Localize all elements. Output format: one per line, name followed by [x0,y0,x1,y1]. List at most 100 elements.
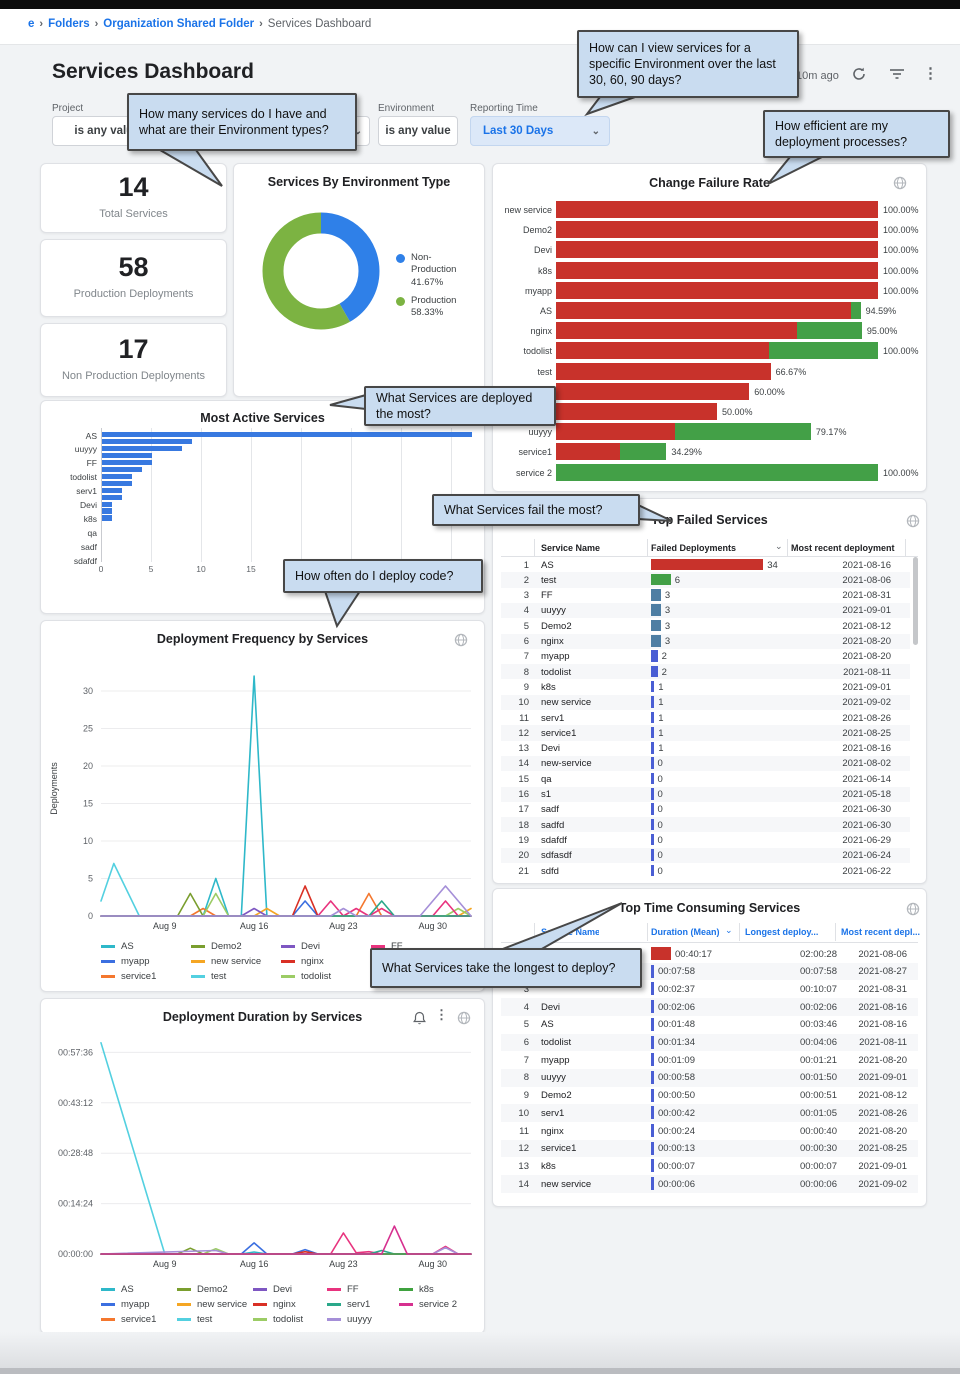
breadcrumb-link[interactable]: e [28,18,35,30]
legend-item[interactable]: Devi [253,1284,292,1295]
bar[interactable] [102,452,152,459]
legend-item[interactable]: Devi [281,941,320,952]
table-row[interactable]: 20 sdfasdf 0 2021-06-24 [501,847,910,863]
bar[interactable] [102,459,152,465]
table-row[interactable]: 6 todolist 00:01:34 00:04:06 2021-08-11 [501,1033,918,1052]
environment-filter[interactable]: is any value [378,116,458,146]
sort-chevron-icon[interactable]: ⌄ [775,541,783,551]
legend-item[interactable]: new service [191,956,261,967]
bar[interactable] [102,432,472,438]
table-row[interactable]: 14 new-service 0 2021-08-02 [501,755,910,772]
legend-item[interactable]: AS [101,1284,134,1295]
legend-item[interactable]: myapp [101,956,150,967]
table-row[interactable]: 9 k8s 1 2021-09-01 [501,679,910,694]
failed-bar-segment[interactable] [556,302,851,319]
table-row[interactable]: 19 sdafdf 0 2021-06-29 [501,832,910,847]
column-header-recent[interactable]: Most recent depl... [841,927,921,937]
column-header-service[interactable]: Service Name [541,543,601,553]
frequency-line-chart[interactable]: 0 5 10 15 20 25 30 Aug 9 Aug 16 Aug 23 Aug 30 Deplo… [41,621,484,936]
bar[interactable] [102,438,192,445]
table-row[interactable]: 3 FF 3 2021-08-31 [501,588,910,603]
globe-icon[interactable] [457,1011,471,1025]
column-header-longest[interactable]: Longest deploy... [745,927,819,937]
table-row[interactable]: 1 AS 34 2021-08-16 [501,557,910,572]
table-row[interactable]: 3 00:02:37 00:10:07 2021-08-31 [501,980,918,998]
legend-item[interactable]: myapp [101,1299,150,1310]
success-bar-segment[interactable] [796,322,862,340]
legend-item[interactable]: test [191,971,226,982]
table-row[interactable]: 5 AS 00:01:48 00:03:46 2021-08-16 [501,1016,918,1034]
table-row[interactable]: 4 uuyyy 3 2021-09-01 [501,602,910,619]
legend-item[interactable]: service1 [101,1314,156,1325]
table-row[interactable]: 13 k8s 00:00:07 00:00:07 2021-09-01 [501,1157,918,1175]
legend-item[interactable]: FF [327,1284,359,1295]
breadcrumb-link-folders[interactable]: Folders [48,18,90,30]
table-row[interactable]: 10 serv1 00:00:42 00:01:05 2021-08-26 [501,1104,918,1122]
kpi-non-production-deployments[interactable]: 17 Non Production Deployments [40,323,227,397]
kpi-total-services[interactable]: 14 Total Services [40,163,227,233]
table-row[interactable]: 12 service1 00:00:13 00:00:30 2021-08-25 [501,1139,918,1158]
duration-line-chart[interactable]: 00:00:00 00:14:24 00:28:48 00:43:12 00:57:36… [41,999,484,1277]
kpi-production-deployments[interactable]: 58 Production Deployments [40,239,227,317]
table-row[interactable]: 13 Devi 1 2021-08-16 [501,741,910,756]
table-row[interactable]: 8 uuyyy 00:00:58 00:01:50 2021-09-01 [501,1068,918,1087]
bar[interactable] [102,508,112,514]
success-bar-segment[interactable] [850,302,861,319]
success-bar-segment[interactable] [768,342,878,360]
globe-icon[interactable] [906,514,920,528]
legend-item[interactable]: Demo2 [177,1284,228,1295]
failed-bar-segment[interactable] [556,241,878,259]
failed-bar-segment[interactable] [556,362,771,380]
failed-bar-segment[interactable] [556,443,621,461]
breadcrumb-link-org-folder[interactable]: Organization Shared Folder [103,18,255,30]
failed-bar-segment[interactable] [556,201,878,218]
legend-item[interactable]: serv1 [327,1299,370,1310]
legend-item[interactable]: Demo2 [191,941,242,952]
column-header-service[interactable]: Service Name [541,927,599,937]
reporting-time-filter[interactable]: Last 30 Days ⌄ [470,116,610,146]
failed-bar-segment[interactable] [556,342,769,360]
sort-chevron-icon[interactable]: ⌄ [725,925,733,935]
bar[interactable] [102,445,182,452]
filter-icon[interactable] [889,68,905,80]
table-row[interactable]: 11 nginx 00:00:24 00:00:40 2021-08-20 [501,1122,918,1140]
bar[interactable] [102,473,132,479]
table-row[interactable]: 4 Devi 00:02:06 00:02:06 2021-08-16 [501,998,918,1016]
failed-bar-segment[interactable] [556,322,797,340]
failed-bar-segment[interactable] [556,403,717,420]
table-row[interactable]: 15 qa 0 2021-06-14 [501,771,910,786]
bar[interactable] [102,494,122,500]
refresh-icon[interactable] [851,66,867,82]
scrollbar-thumb[interactable] [913,557,918,645]
legend-item[interactable]: new service [177,1299,247,1310]
table-row[interactable]: 2 test 6 2021-08-06 [501,572,910,588]
failed-services-table[interactable]: Service Name Failed Deployments ⌄ Most rece… [493,499,926,883]
failed-bar-segment[interactable] [556,221,878,239]
kebab-menu-icon[interactable]: ⋮ [435,1007,448,1022]
legend-item[interactable]: service1 [101,971,156,982]
legend-item[interactable]: test [177,1314,212,1325]
legend-item[interactable]: service 2 [399,1299,457,1310]
failed-bar-segment[interactable] [556,261,878,279]
table-row[interactable]: 10 new service 1 2021-09-02 [501,694,910,710]
more-menu-icon[interactable]: ⋮ [923,65,938,82]
column-header-recent[interactable]: Most recent deployment [791,543,895,553]
table-row[interactable]: 21 sdfd 0 2021-06-22 [501,863,910,878]
success-bar-segment[interactable] [620,443,667,461]
table-row[interactable]: 11 serv1 1 2021-08-26 [501,710,910,725]
globe-icon[interactable] [454,633,468,647]
legend-item[interactable]: todolist [253,1314,303,1325]
table-row[interactable]: 16 s1 0 2021-05-18 [501,786,910,802]
failed-bar-segment[interactable] [556,423,676,441]
donut-chart[interactable] [256,206,386,336]
table-row[interactable]: 14 new service 00:00:06 00:00:06 2021-09-02 [501,1175,918,1193]
legend-item[interactable]: AS [101,941,134,952]
failed-bar-segment[interactable] [556,382,750,400]
success-bar-segment[interactable] [556,463,878,481]
table-row[interactable]: 18 sadfd 0 2021-06-30 [501,817,910,833]
table-row[interactable]: 6 nginx 3 2021-08-20 [501,633,910,649]
legend-item[interactable]: nginx [253,1299,296,1310]
table-row[interactable]: 8 todolist 2 2021-08-11 [501,664,910,680]
failed-bar-segment[interactable] [556,281,878,299]
time-consuming-table[interactable]: Service Name Duration (Mean) ⌄ Longest depl… [493,889,926,1206]
